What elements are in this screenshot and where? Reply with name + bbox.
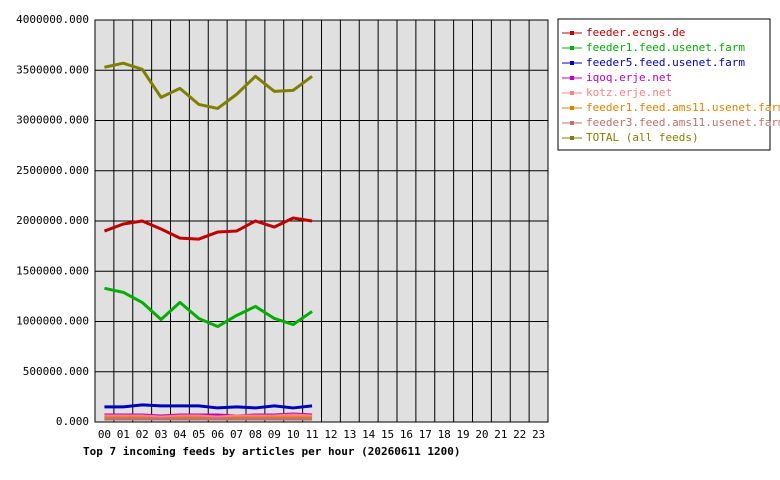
legend-label: feeder.ecngs.de [586,26,685,39]
y-tick-label: 2500000.000 [16,164,89,177]
legend-label: feeder1.feed.ams11.usenet.farm [586,101,780,114]
legend-marker [570,91,574,95]
y-tick-label: 2000000.000 [16,214,89,227]
legend-box [557,18,771,151]
x-tick-label: 00 [98,428,111,441]
x-tick-label: 13 [343,428,356,441]
x-tick-label: 21 [494,428,507,441]
x-tick-label: 02 [136,428,149,441]
series-line [104,286,313,329]
x-tick-label: 20 [475,428,488,441]
legend-label: feeder3.feed.ams11.usenet.farm [586,116,780,129]
y-tick-label: 3000000.000 [16,114,89,127]
x-tick-label: 14 [362,428,376,441]
x-tick-label: 17 [419,428,432,441]
x-tick-label: 16 [400,428,413,441]
x-tick-label: 08 [249,428,262,441]
series-line [104,61,313,110]
y-tick-label: 3500000.000 [16,63,89,76]
legend-label: TOTAL (all feeds) [586,131,699,144]
y-tick-label: 4000000.000 [16,13,89,26]
x-tick-label: 03 [154,428,167,441]
legend-marker [570,136,574,140]
legend-marker [570,76,574,80]
series-line [104,403,313,410]
legend-label: feeder5.feed.usenet.farm [586,56,745,69]
x-tick-label: 11 [305,428,318,441]
legend-marker [570,106,574,110]
y-tick-label: 1500000.000 [16,264,89,277]
y-tick-label: 500000.000 [23,365,89,378]
legend-marker [570,31,574,35]
x-tick-label: 18 [438,428,451,441]
legend-marker [570,46,574,50]
x-tick-label: 05 [192,428,205,441]
series-line [103,216,313,241]
legend-marker [570,61,574,65]
x-tick-label: 06 [211,428,224,441]
y-tick-label: 1000000.000 [16,315,89,328]
x-tick-label: 10 [287,428,300,441]
x-tick-label: 09 [268,428,281,441]
legend-marker [570,121,574,125]
x-tick-label: 19 [456,428,469,441]
x-tick-label: 23 [532,428,545,441]
legend-label: kotz.erje.net [586,86,672,99]
x-tick-label: 22 [513,428,526,441]
x-tick-label: 01 [117,428,130,441]
legend-label: feeder1.feed.usenet.farm [586,41,745,54]
legend-label: iqoq.erje.net [586,71,672,84]
x-tick-label: 15 [381,428,394,441]
x-tick-label: 04 [173,428,187,441]
x-tick-label: 07 [230,428,243,441]
chart-title: Top 7 incoming feeds by articles per hou… [83,445,461,458]
series-line [104,413,313,419]
y-tick-label: 0.000 [56,415,89,428]
x-tick-label: 12 [324,428,337,441]
